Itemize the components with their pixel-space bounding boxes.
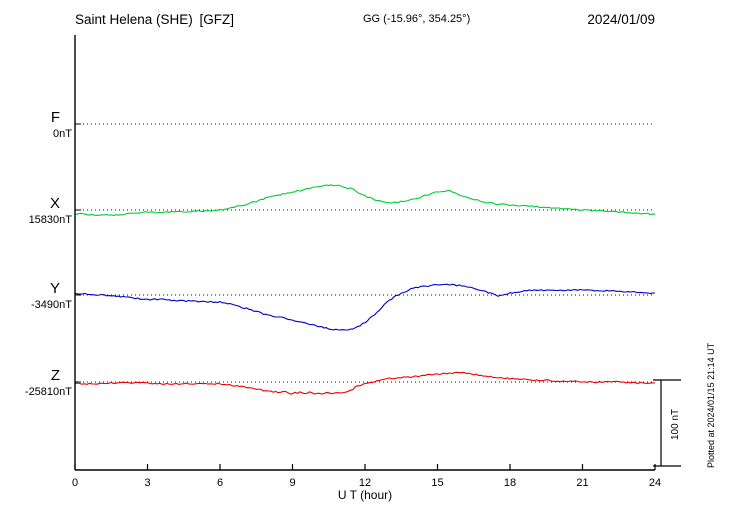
plot-timestamp: Plotted at 2024/01/15 21:14 UT [706, 342, 716, 468]
x-tick-label: 12 [359, 477, 371, 489]
x-axis-title: U T (hour) [338, 488, 392, 502]
x-tick-label: 0 [72, 477, 78, 489]
trace-baseline-value-y: -3490nT [31, 299, 72, 311]
trace-X [74, 184, 656, 217]
scale-bar-label: 100 nT [670, 409, 681, 440]
trace-baseline-value-f: 0nT [53, 128, 72, 140]
trace-baseline-value-z: -25810nT [25, 386, 72, 398]
x-tick-label: 21 [576, 477, 588, 489]
coordinates-label: GG (-15.96°, 354.25°) [363, 13, 470, 25]
x-tick-label: 24 [649, 477, 661, 489]
trace-letter-z: Z [51, 367, 60, 384]
x-tick-label: 9 [289, 477, 295, 489]
plot-area: 0 3 6 9 12 15 18 21 24 [72, 35, 681, 489]
trace-letter-y: Y [50, 280, 60, 297]
trace-Z [74, 371, 656, 395]
x-tick-label: 15 [431, 477, 443, 489]
trace-letter-x: X [50, 195, 60, 212]
x-tick-label: 18 [504, 477, 516, 489]
trace-letter-f: F [51, 109, 60, 126]
x-tick-label: 6 [217, 477, 223, 489]
trace-Y [74, 283, 656, 331]
station-title: Saint Helena (SHE) [GFZ] [75, 12, 234, 27]
trace-baseline-value-x: 15830nT [29, 214, 73, 226]
date-label: 2024/01/09 [587, 12, 655, 27]
x-tick-label: 3 [144, 477, 150, 489]
